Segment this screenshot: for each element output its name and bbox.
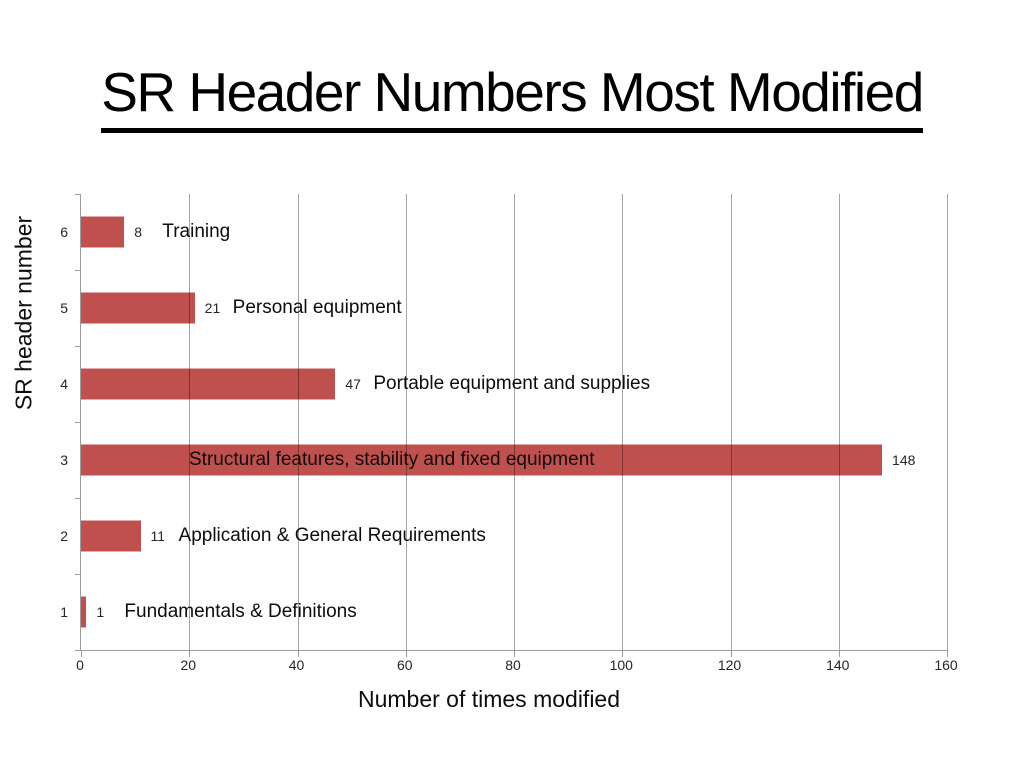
y-axis-tick — [75, 574, 81, 575]
x-axis-tick — [81, 650, 82, 657]
category-label: 4 — [60, 376, 68, 392]
bar-annotation: Application & General Requirements — [178, 525, 486, 546]
gridline — [405, 194, 407, 650]
value-label: 11 — [150, 528, 166, 544]
x-axis-tick-label: 140 — [826, 657, 850, 673]
x-axis-tick — [947, 650, 948, 657]
bar — [81, 368, 336, 400]
bar-row: 4 47 Portable equipment and supplies — [60, 346, 947, 422]
gridline — [189, 194, 191, 650]
x-axis-tick-label: 100 — [609, 657, 633, 673]
bar-annotation: Personal equipment — [232, 297, 402, 318]
category-label: 3 — [60, 452, 68, 468]
gridline — [838, 194, 840, 650]
slide-title: SR Header Numbers Most Modified — [0, 60, 1024, 133]
gridline — [947, 194, 948, 650]
gridline — [297, 194, 299, 650]
slide-title-text: SR Header Numbers Most Modified — [101, 63, 924, 133]
x-axis-tick — [297, 650, 299, 657]
y-axis-tick — [75, 422, 81, 423]
plot-area: 6 8 Training 5 21 Personal equipment 4 47 Portab… — [60, 194, 948, 657]
bar — [81, 444, 883, 476]
bar-annotation: Portable equipment and supplies — [373, 373, 651, 394]
x-axis-tick-label: 80 — [505, 657, 521, 673]
x-axis-tick-labels: 0 20 40 60 80 100 120 140 160 — [76, 657, 958, 677]
category-label: 1 — [60, 604, 68, 620]
value-label: 21 — [204, 300, 221, 316]
gridline — [730, 194, 732, 650]
bar-row: 2 11 Application & General Requirements — [60, 498, 947, 574]
x-axis-tick-label: 0 — [76, 657, 84, 673]
value-label: 1 — [96, 604, 105, 620]
bar — [81, 216, 125, 248]
category-label: 6 — [60, 224, 68, 240]
x-axis-tick — [514, 650, 515, 657]
bar-annotation: Training — [162, 221, 231, 242]
x-axis-tick-label: 120 — [717, 657, 742, 673]
bar-row: 1 1 Fundamentals & Definitions — [60, 574, 947, 650]
y-axis-tick — [75, 497, 81, 499]
x-axis-tick — [838, 650, 840, 657]
y-axis-tick — [75, 345, 81, 347]
value-label: 8 — [134, 224, 143, 240]
bar-row: 6 8 Training — [60, 194, 947, 270]
x-axis-tick-label: 160 — [934, 657, 958, 673]
x-axis-tick — [405, 650, 407, 657]
bar-annotation: Fundamentals & Definitions — [124, 601, 357, 622]
x-axis-tick-label: 40 — [288, 657, 305, 673]
gridline — [622, 194, 624, 650]
gridline — [514, 194, 515, 650]
value-label: 148 — [892, 452, 916, 468]
y-axis-title: SR header number — [10, 215, 37, 411]
bar — [81, 520, 141, 552]
y-axis-tick — [75, 650, 81, 651]
x-axis-tick — [622, 650, 624, 657]
bar-row: 3 148 Structural features, stability and f… — [60, 422, 947, 498]
value-label: 47 — [345, 376, 361, 392]
bar — [81, 596, 87, 628]
x-axis-tick-label: 20 — [180, 657, 197, 673]
x-axis-tick — [730, 650, 732, 657]
x-axis-title: Number of times modified — [357, 686, 621, 712]
bar — [81, 292, 195, 324]
category-label: 2 — [60, 528, 68, 544]
x-axis-tick-label: 60 — [396, 657, 413, 673]
category-label: 5 — [60, 300, 68, 316]
bar-row: 5 21 Personal equipment — [60, 270, 947, 346]
y-axis-tick — [75, 194, 81, 195]
y-axis-tick — [75, 269, 81, 271]
x-axis-tick — [189, 650, 191, 657]
bar-annotation: Structural features, stability and fixed… — [189, 449, 595, 470]
